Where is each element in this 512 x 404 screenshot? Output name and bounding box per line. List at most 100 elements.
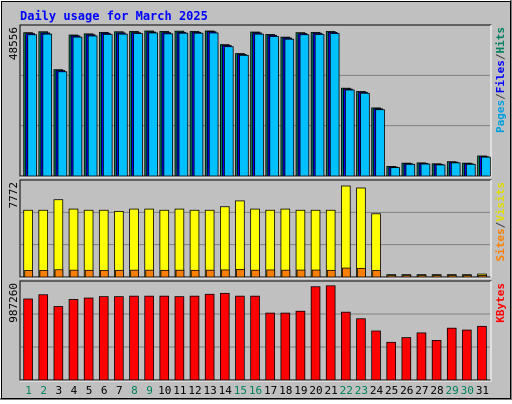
bar-visits-13 xyxy=(204,209,215,278)
bar-pages-3 xyxy=(57,71,68,177)
bar-sites-29 xyxy=(447,275,457,278)
x-tick-label-18: 18 xyxy=(279,384,292,397)
bar-sites-16 xyxy=(251,269,260,278)
bar-visits-6 xyxy=(98,209,109,278)
bar-sites-13 xyxy=(205,269,215,278)
bar-visits-19 xyxy=(295,209,306,278)
legend-entry: / xyxy=(494,53,507,60)
bar-visits-16 xyxy=(250,208,260,278)
x-tick-label-3: 3 xyxy=(56,384,63,397)
bar-sites-25 xyxy=(387,275,397,278)
bar-kbytes-6 xyxy=(98,296,109,381)
bar-kbytes-2 xyxy=(38,294,49,381)
x-tick-label-27: 27 xyxy=(415,384,428,397)
bar-kbytes-26 xyxy=(401,337,412,381)
bar-kbytes-20 xyxy=(310,286,321,381)
bar-sites-22 xyxy=(342,267,351,278)
legend-middle: Sites/Visits xyxy=(494,182,507,262)
bar-pages-13 xyxy=(208,32,219,177)
legend-entry: / xyxy=(494,221,507,228)
bar-kbytes-8 xyxy=(129,295,139,381)
bar-sites-23 xyxy=(357,267,366,278)
legend-entry: Pages xyxy=(494,100,507,133)
bar-pages-16 xyxy=(254,33,264,177)
bar-pages-2 xyxy=(42,33,53,177)
bar-pages-14 xyxy=(223,46,234,177)
legend-entry: KBytes xyxy=(494,283,507,323)
bar-kbytes-22 xyxy=(341,311,351,381)
bar-visits-2 xyxy=(38,209,49,278)
bar-sites-3 xyxy=(54,269,64,278)
bar-sites-24 xyxy=(372,270,381,278)
legend-entry: Files xyxy=(494,60,507,93)
x-tick-label-31: 31 xyxy=(476,384,489,397)
bar-visits-4 xyxy=(68,208,79,278)
bar-visits-14 xyxy=(219,206,230,278)
bar-pages-12 xyxy=(193,32,204,177)
bar-visits-17 xyxy=(265,209,275,278)
bar-kbytes-23 xyxy=(356,318,366,381)
bar-kbytes-10 xyxy=(159,295,170,381)
x-tick-label-14: 14 xyxy=(219,384,233,397)
x-axis-labels: 1 2 3 4 5 6 7 8 9 10 11 12 13 14 15 16 17 18 19 20 21 22 23 24 2… xyxy=(25,384,489,397)
bar-kbytes-18 xyxy=(280,312,291,381)
bar-sites-15 xyxy=(236,268,245,278)
bar-visits-15 xyxy=(235,200,245,278)
panel-middle: 7772 Sites/Visits xyxy=(7,179,507,279)
x-tick-label-5: 5 xyxy=(86,384,93,397)
bar-pages-8 xyxy=(133,33,143,177)
x-tick-label-21: 21 xyxy=(325,384,338,397)
bar-sites-2 xyxy=(39,270,49,278)
y-max-label: 987260 xyxy=(7,283,20,323)
x-tick-label-20: 20 xyxy=(309,384,322,397)
x-tick-label-29: 29 xyxy=(446,384,459,397)
bar-pages-24 xyxy=(375,109,385,177)
bar-pages-29 xyxy=(450,162,461,177)
legend-entry: Sites xyxy=(494,228,507,261)
x-tick-label-24: 24 xyxy=(370,384,384,397)
x-tick-label-1: 1 xyxy=(25,384,32,397)
x-tick-label-16: 16 xyxy=(249,384,262,397)
bar-kbytes-13 xyxy=(204,293,215,381)
bar-visits-5 xyxy=(83,209,94,278)
bar-pages-5 xyxy=(87,35,98,177)
bar-sites-11 xyxy=(175,269,185,278)
legend-top: Pages/Files/Hits xyxy=(494,27,507,133)
x-tick-label-15: 15 xyxy=(234,384,247,397)
bar-sites-1 xyxy=(24,270,34,278)
bar-kbytes-14 xyxy=(219,292,230,381)
bar-kbytes-15 xyxy=(235,295,245,381)
bar-sites-7 xyxy=(115,269,124,278)
bar-pages-10 xyxy=(163,33,174,177)
bar-visits-24 xyxy=(371,213,381,278)
bar-pages-31 xyxy=(481,156,491,177)
bar-sites-30 xyxy=(463,275,472,278)
bar-visits-11 xyxy=(174,208,185,278)
bar-pages-9 xyxy=(148,32,158,177)
bar-visits-22 xyxy=(341,185,351,278)
bar-pages-27 xyxy=(420,163,431,177)
x-tick-label-9: 9 xyxy=(146,384,153,397)
bar-visits-20 xyxy=(310,209,321,278)
panel-bottom: 987260 KBytes xyxy=(7,280,507,382)
x-tick-label-26: 26 xyxy=(400,384,413,397)
bar-pages-28 xyxy=(435,164,446,177)
bar-kbytes-4 xyxy=(68,299,79,381)
bar-visits-7 xyxy=(114,211,124,278)
bar-sites-17 xyxy=(266,269,276,278)
bar-pages-23 xyxy=(360,92,370,177)
bar-pages-25 xyxy=(390,167,400,177)
x-tick-label-19: 19 xyxy=(294,384,307,397)
bar-pages-21 xyxy=(329,33,340,177)
y-max-label: 7772 xyxy=(7,182,20,209)
x-tick-label-11: 11 xyxy=(173,384,186,397)
bar-visits-21 xyxy=(325,209,336,278)
bar-sites-4 xyxy=(69,269,79,278)
legend-bottom: KBytes xyxy=(494,283,507,323)
bar-kbytes-12 xyxy=(189,295,200,381)
bar-sites-9 xyxy=(145,269,155,278)
